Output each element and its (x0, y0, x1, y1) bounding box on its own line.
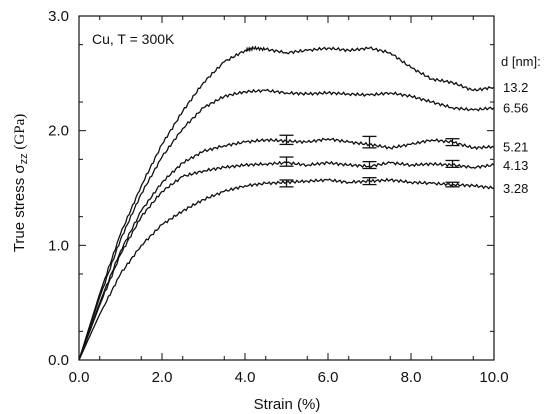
series-label-3-28: 3.28 (503, 181, 528, 196)
series-line-6-56 (78, 88, 495, 361)
series-line-3-28 (78, 177, 495, 361)
x-tick-label: 4.0 (235, 369, 256, 386)
series-lines (78, 45, 495, 361)
x-tick-label: 10.0 (479, 369, 508, 386)
y-tick-label: 2.0 (48, 123, 69, 140)
y-axis-title-main: True stress σ (11, 164, 28, 253)
x-tick-label: 8.0 (401, 369, 422, 386)
y-tick-label: 1.0 (48, 237, 69, 254)
x-tick-label: 6.0 (318, 369, 339, 386)
series-label-13-2: 13.2 (503, 80, 528, 95)
y-axis-title-subscript: zz (18, 153, 30, 164)
error-bar (362, 135, 377, 149)
series-label-4-13: 4.13 (503, 158, 528, 173)
axis-ticks (78, 15, 495, 361)
error-bars (279, 134, 460, 188)
y-axis-title-unit: (GPa) (12, 114, 28, 154)
legend-title: d [nm]: (501, 54, 541, 69)
error-bar (279, 134, 294, 146)
plot-frame (78, 15, 495, 361)
error-bar (279, 156, 294, 167)
series-line-13-2 (78, 45, 495, 361)
error-bar (362, 177, 377, 186)
error-bar (362, 160, 377, 170)
y-tick-label: 3.0 (48, 8, 69, 25)
y-tick-label: 0.0 (48, 352, 69, 369)
error-bar (445, 138, 460, 147)
series-label-5-21: 5.21 (503, 140, 528, 155)
x-tick-label: 0.0 (69, 369, 90, 386)
chart-annotation: Cu, T = 300K (92, 31, 175, 47)
series-line-4-13 (78, 160, 495, 361)
error-bar (445, 159, 460, 169)
x-tick-label: 2.0 (152, 369, 173, 386)
error-bar (445, 181, 460, 188)
tick-labels: 0.0 2.0 4.0 6.0 8.0 10.0 0.0 1.0 2.0 3.0 (48, 8, 508, 386)
error-bar (279, 179, 294, 188)
y-axis-title: True stress σzz (GPa) (11, 114, 30, 252)
series-line-5-21 (78, 137, 495, 361)
x-axis-title: Strain (%) (254, 396, 321, 413)
series-labels: 13.2 6.56 5.21 4.13 3.28 (503, 80, 528, 196)
plot-area-border (78, 15, 495, 361)
series-label-6-56: 6.56 (503, 101, 528, 116)
